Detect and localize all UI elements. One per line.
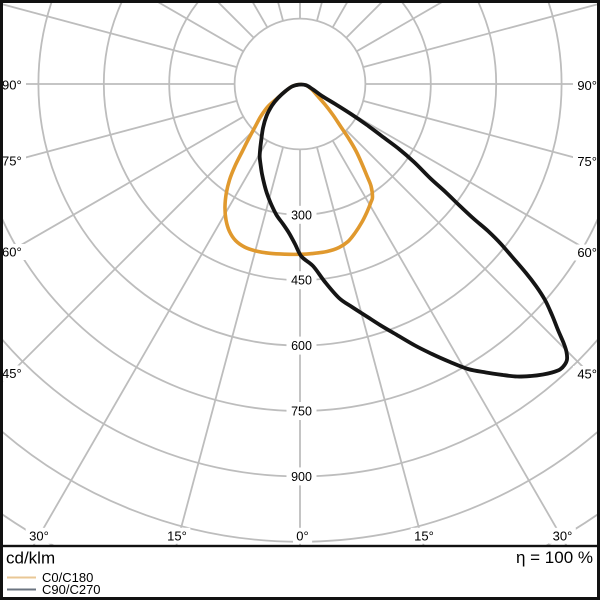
svg-text:75°: 75° [577,154,597,169]
svg-text:900: 900 [291,470,312,484]
svg-text:300: 300 [291,208,312,222]
svg-text:75°: 75° [2,154,22,169]
svg-text:60°: 60° [577,245,597,260]
svg-text:450: 450 [291,274,312,288]
svg-text:60°: 60° [2,245,22,260]
svg-text:90°: 90° [577,78,597,93]
svg-text:30°: 30° [553,529,573,544]
svg-text:cd/klm: cd/klm [6,549,55,568]
svg-text:η = 100 %: η = 100 % [516,548,593,567]
svg-text:15°: 15° [167,529,187,544]
svg-text:0°: 0° [296,529,308,544]
svg-text:750: 750 [291,405,312,419]
svg-text:C0/C180: C0/C180 [42,570,93,585]
svg-text:C90/C270: C90/C270 [42,582,101,597]
svg-text:30°: 30° [29,529,49,544]
svg-text:45°: 45° [2,366,22,381]
svg-text:90°: 90° [2,78,22,93]
svg-text:600: 600 [291,339,312,353]
svg-text:15°: 15° [414,529,434,544]
svg-text:45°: 45° [577,367,597,382]
